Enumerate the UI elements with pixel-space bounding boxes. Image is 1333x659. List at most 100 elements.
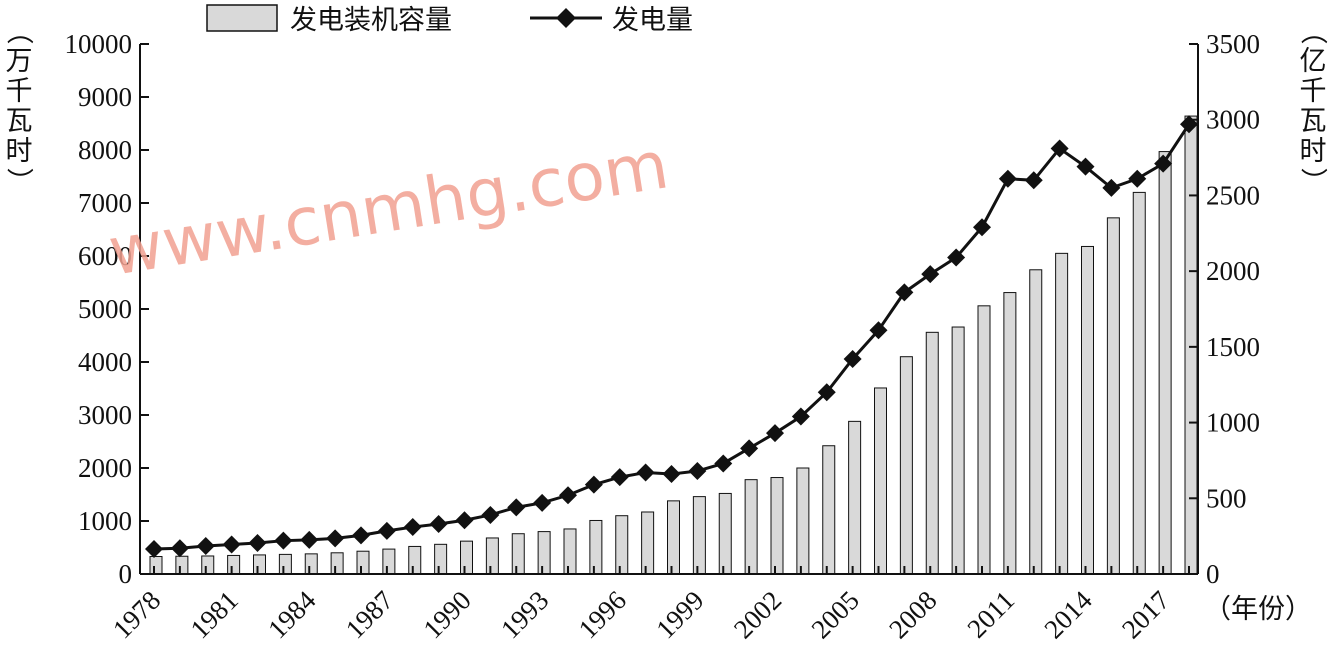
left-tick-label: 4000 xyxy=(78,347,132,377)
legend-label-bar: 发电装机容量 xyxy=(290,5,452,36)
line-point xyxy=(791,407,810,426)
watermark-text: www.cnmhg.com xyxy=(103,126,673,290)
bar xyxy=(201,555,215,575)
line-point xyxy=(377,521,396,540)
line-point xyxy=(507,498,526,517)
line-point xyxy=(1128,169,1147,188)
x-tick-label: 1981 xyxy=(184,585,243,644)
line-point xyxy=(455,511,474,530)
line-point xyxy=(973,218,991,237)
axis-unit-char: （ xyxy=(3,18,34,45)
bar xyxy=(977,305,991,575)
x-tick-label: 1993 xyxy=(495,585,554,644)
right-tick-label: 1500 xyxy=(1206,332,1260,362)
left-tick-label: 3000 xyxy=(78,400,132,430)
line-point xyxy=(714,454,733,473)
x-tick-label: 2014 xyxy=(1038,585,1098,645)
left-tick-label: 1000 xyxy=(78,506,132,536)
bar xyxy=(227,554,241,575)
bar xyxy=(175,555,189,575)
line-point xyxy=(895,283,914,302)
line-point xyxy=(843,349,862,368)
bar xyxy=(511,533,525,575)
line-point xyxy=(636,463,655,482)
line-point xyxy=(196,536,215,555)
left-tick-label: 7000 xyxy=(78,188,132,218)
bar xyxy=(1158,151,1172,575)
bar xyxy=(874,387,887,575)
bar xyxy=(434,543,448,575)
bar xyxy=(925,331,939,575)
bar xyxy=(1132,191,1146,575)
line-point xyxy=(947,248,966,267)
bar xyxy=(796,467,810,575)
bar xyxy=(899,356,913,575)
right-tick-label: 1000 xyxy=(1206,408,1260,438)
bar-series xyxy=(149,115,1198,575)
line-point xyxy=(1076,157,1095,176)
left-tick-label: 9000 xyxy=(78,82,132,112)
bar xyxy=(615,515,629,575)
line-point xyxy=(352,526,370,545)
x-tick-label: 2005 xyxy=(805,585,864,644)
x-tick-label: 1987 xyxy=(340,585,399,644)
x-tick-label: 2017 xyxy=(1116,585,1175,644)
line-point xyxy=(300,530,319,549)
x-tick-label: 1978 xyxy=(107,585,166,644)
right-tick-label: 2500 xyxy=(1206,180,1260,210)
line-point xyxy=(1102,178,1121,197)
bar xyxy=(356,550,370,575)
bar xyxy=(667,500,680,575)
x-tick-label: 1999 xyxy=(650,585,709,644)
line-point xyxy=(533,493,552,512)
bar xyxy=(951,326,965,575)
bar xyxy=(1184,115,1198,575)
line-point xyxy=(688,462,707,481)
line-point xyxy=(170,539,189,558)
line-point xyxy=(662,465,681,484)
line-point xyxy=(1154,154,1173,173)
left-tick-label: 8000 xyxy=(78,135,132,165)
left-tick-label: 0 xyxy=(119,559,133,589)
legend-item-bar: 发电装机容量 xyxy=(206,4,452,36)
line-point xyxy=(403,518,422,537)
bar xyxy=(563,528,577,575)
axis-unit-char: 瓦 xyxy=(6,106,33,137)
legend-label-line: 发电量 xyxy=(612,5,693,36)
line-point xyxy=(481,505,500,524)
line-point xyxy=(921,265,940,284)
line-point xyxy=(145,540,163,559)
line-point xyxy=(326,529,345,548)
bar xyxy=(408,545,422,575)
bar xyxy=(304,553,318,575)
axis-unit-char: 瓦 xyxy=(1300,106,1327,137)
line-point xyxy=(740,439,759,458)
x-tick-label: 2008 xyxy=(883,585,942,644)
bar xyxy=(1029,269,1043,575)
line-point xyxy=(610,468,629,487)
x-tick-label: 2002 xyxy=(728,585,787,644)
axis-unit-char: 时 xyxy=(1300,136,1327,167)
bar xyxy=(692,496,706,575)
line-point xyxy=(584,475,603,494)
bar xyxy=(330,552,344,575)
bar xyxy=(589,519,603,575)
bar xyxy=(770,477,784,575)
line-point xyxy=(869,321,888,340)
axis-unit-char: 万 xyxy=(6,46,33,77)
bar xyxy=(744,479,758,575)
legend-swatch-marker xyxy=(556,8,576,28)
bar xyxy=(1106,217,1120,575)
axis-unit-char: 千 xyxy=(6,76,33,107)
bar xyxy=(149,556,163,575)
line-point xyxy=(222,535,241,554)
left-tick-label: 10000 xyxy=(65,29,133,59)
left-tick-label: 2000 xyxy=(78,453,132,483)
axis-unit-char: 亿 xyxy=(1300,46,1327,77)
legend: 发电装机容量 发电量 xyxy=(206,4,693,36)
bar xyxy=(537,531,551,575)
bar xyxy=(1081,245,1094,575)
